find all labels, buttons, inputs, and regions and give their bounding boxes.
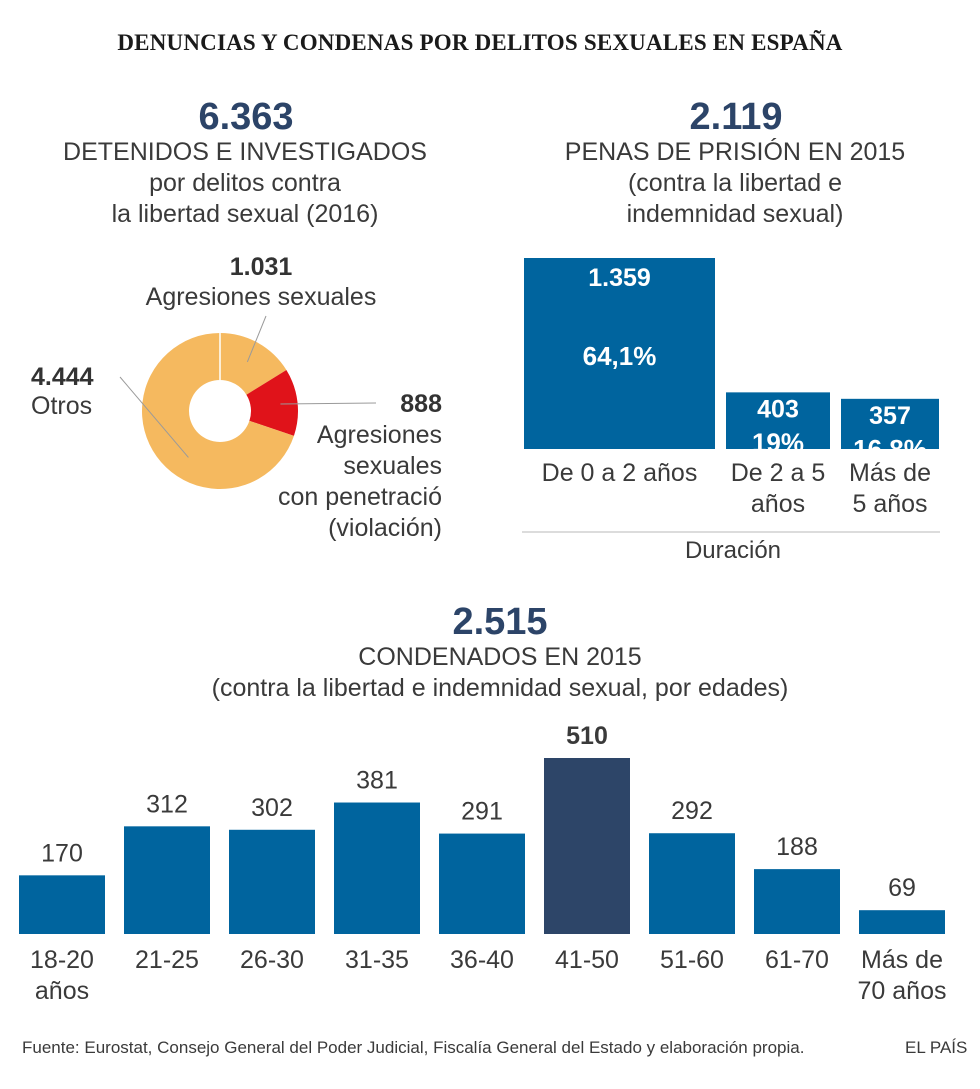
condenados-category-label: 21-25	[135, 946, 199, 974]
penas-bar-2	[841, 398, 939, 449]
slice-label-violacion-line: Agresiones	[317, 421, 442, 449]
detenidos-subtitle: DETENIDOS E INVESTIGADOS por delitos con…	[30, 137, 460, 230]
condenados-bar-Más de 70 años	[859, 910, 945, 934]
penas-percent-label: 19%	[752, 427, 804, 457]
condenados-bar-31-35	[334, 802, 420, 934]
slice-value-otros: 4.444	[31, 363, 94, 391]
condenados-subtitle-line-2: (contra la libertad e indemnidad sexual,…	[211, 674, 789, 702]
condenados-subtitle: CONDENADOS EN 2015 (contra la libertad e…	[100, 642, 900, 704]
slice-label-agresiones: Agresiones sexuales	[146, 283, 377, 311]
condenados-category-label: 31-35	[345, 946, 409, 974]
slice-label-otros: Otros	[31, 392, 92, 420]
condenados-value-label: 170	[41, 839, 83, 867]
penas-category-label: años	[751, 490, 805, 518]
slice-label-violacion-line: (violación)	[328, 514, 442, 542]
penas-subtitle-line-3: indemnidad sexual)	[626, 200, 844, 228]
brand-label: EL PAÍS	[905, 1038, 968, 1057]
condenados-bar-26-30	[229, 829, 315, 934]
penas-bar-0	[524, 258, 715, 449]
penas-value-label: 357	[869, 402, 911, 430]
detenidos-total: 6.363	[198, 96, 294, 138]
penas-category-label: Más de	[849, 459, 931, 487]
condenados-value-label: 381	[356, 767, 398, 795]
chart-title: DENUNCIAS Y CONDENAS POR DELITOS SEXUALE…	[117, 30, 843, 55]
penas-bar-1	[726, 392, 830, 449]
condenados-bar-36-40	[439, 833, 525, 934]
condenados-value-label: 69	[888, 874, 916, 902]
condenados-category-label: 26-30	[240, 946, 304, 974]
condenados-value-label: 292	[671, 797, 713, 825]
condenados-bar-21-25	[124, 826, 210, 934]
condenados-bar-51-60	[649, 833, 735, 934]
condenados-category-label: 18-20	[30, 946, 94, 974]
condenados-value-label: 302	[251, 794, 293, 822]
leader-line-agresiones	[246, 315, 267, 363]
detenidos-subtitle-line-1: DETENIDOS E INVESTIGADOS	[63, 138, 427, 166]
condenados-category-label: 70 años	[858, 977, 947, 1005]
penas-percent-label: 16,8%	[853, 434, 927, 464]
condenados-category-label: 61-70	[765, 946, 829, 974]
condenados-bar-41-50	[544, 758, 630, 934]
condenados-value-label: 188	[776, 833, 818, 861]
penas-value-label: 403	[757, 395, 799, 423]
condenados-value-label: 291	[461, 798, 503, 826]
leader-line-otros	[119, 376, 189, 458]
condenados-category-label: 51-60	[660, 946, 724, 974]
condenados-category-label: Más de	[861, 946, 943, 974]
donut-slice-0	[220, 333, 287, 395]
penas-category-label: De 0 a 2 años	[542, 459, 698, 487]
slice-value-violacion: 888	[400, 390, 442, 418]
penas-subtitle-line-1: PENAS DE PRISIÓN EN 2015	[564, 138, 906, 166]
penas-category-label: 5 años	[852, 490, 927, 518]
condenados-subtitle-line-1: CONDENADOS EN 2015	[358, 643, 642, 671]
slice-label-violacion-line: sexuales	[343, 452, 442, 480]
detenidos-subtitle-line-3: la libertad sexual (2016)	[111, 200, 379, 228]
donut-slice-1	[246, 370, 298, 436]
penas-subtitle: PENAS DE PRISIÓN EN 2015 (contra la libe…	[520, 137, 950, 230]
leader-line-violacion	[280, 402, 377, 405]
condenados-value-label: 510	[566, 722, 608, 750]
penas-percent-label: 64,1%	[583, 341, 657, 371]
penas-x-axis-label: Duración	[685, 537, 781, 564]
penas-category-label: De 2 a 5	[731, 459, 826, 487]
source-note: Fuente: Eurostat, Consejo General del Po…	[22, 1038, 805, 1057]
slice-value-agresiones: 1.031	[230, 253, 293, 281]
penas-total: 2.119	[689, 96, 783, 138]
condenados-category-label: 36-40	[450, 946, 514, 974]
condenados-bar-61-70	[754, 869, 840, 934]
penas-value-label: 1.359	[588, 264, 651, 292]
condenados-category-label: 41-50	[555, 946, 619, 974]
slice-label-violacion-line: con penetració	[278, 483, 442, 511]
condenados-value-label: 312	[146, 790, 188, 818]
penas-subtitle-line-2: (contra la libertad e	[627, 169, 842, 197]
condenados-total: 2.515	[452, 601, 548, 643]
detenidos-subtitle-line-2: por delitos contra	[149, 169, 341, 197]
donut-slice-2	[142, 333, 294, 489]
condenados-category-label: años	[35, 977, 89, 1005]
condenados-bar-18-20 años	[19, 875, 105, 934]
